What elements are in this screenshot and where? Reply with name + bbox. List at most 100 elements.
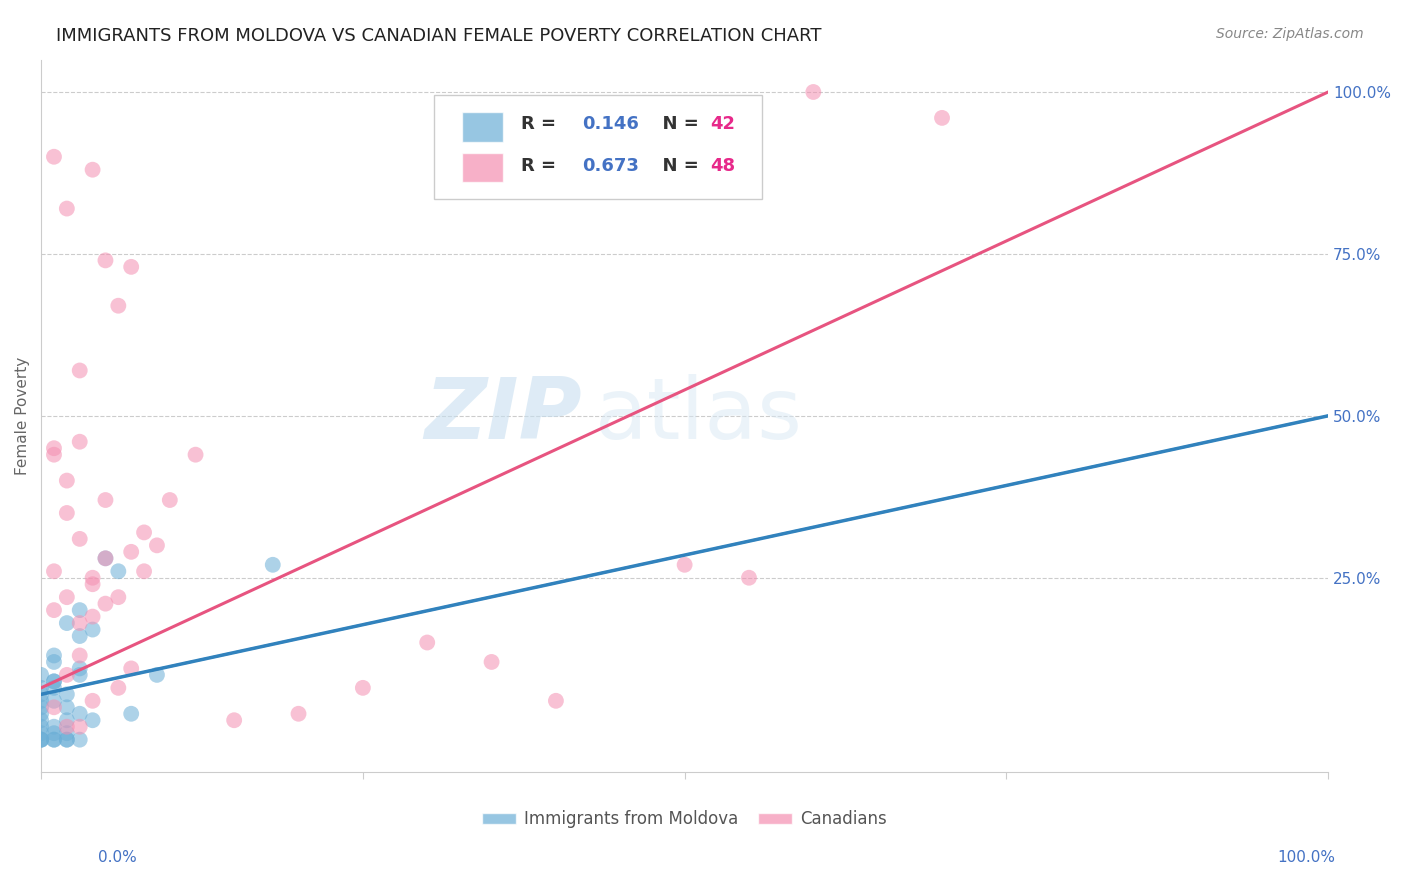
Point: [94, 551, 117, 566]
Point: [42, 441, 65, 455]
Point: [146, 538, 169, 552]
Text: N =: N =: [650, 115, 704, 133]
FancyBboxPatch shape: [463, 112, 503, 143]
Point: [544, 694, 567, 708]
Point: [56, 713, 79, 727]
Point: [42, 655, 65, 669]
Y-axis label: Female Poverty: Female Poverty: [15, 357, 30, 475]
Point: [42, 700, 65, 714]
Text: 48: 48: [710, 158, 735, 176]
Point: [673, 558, 696, 572]
Point: [42, 674, 65, 689]
Text: 42: 42: [710, 115, 735, 133]
Point: [42, 448, 65, 462]
Point: [69, 532, 91, 546]
Point: [56, 726, 79, 740]
Point: [30, 720, 52, 734]
Point: [146, 668, 169, 682]
Point: [30, 700, 52, 714]
Point: [738, 571, 761, 585]
Point: [69, 732, 91, 747]
Text: 0.146: 0.146: [582, 115, 638, 133]
Point: [42, 732, 65, 747]
Point: [82, 577, 104, 591]
Point: [120, 706, 142, 721]
Point: [224, 713, 246, 727]
Point: [69, 434, 91, 449]
Point: [42, 150, 65, 164]
Point: [30, 732, 52, 747]
Point: [416, 635, 439, 649]
Point: [56, 700, 79, 714]
Point: [262, 558, 284, 572]
Point: [30, 732, 52, 747]
Point: [56, 720, 79, 734]
Point: [56, 732, 79, 747]
Text: 100.0%: 100.0%: [1278, 850, 1336, 865]
Point: [30, 694, 52, 708]
Point: [120, 260, 142, 274]
Point: [82, 694, 104, 708]
Text: ZIP: ZIP: [425, 375, 582, 458]
Point: [159, 493, 181, 508]
Point: [132, 525, 155, 540]
FancyBboxPatch shape: [463, 153, 503, 183]
Point: [69, 616, 91, 631]
Text: Source: ZipAtlas.com: Source: ZipAtlas.com: [1216, 27, 1364, 41]
Point: [56, 506, 79, 520]
Point: [107, 681, 129, 695]
Point: [69, 629, 91, 643]
Point: [82, 713, 104, 727]
Point: [287, 706, 309, 721]
Point: [42, 720, 65, 734]
Point: [69, 706, 91, 721]
Point: [132, 564, 155, 578]
Point: [94, 597, 117, 611]
Text: 0.0%: 0.0%: [98, 850, 138, 865]
Point: [42, 732, 65, 747]
Point: [481, 655, 503, 669]
Point: [56, 474, 79, 488]
Point: [30, 681, 52, 695]
Point: [42, 564, 65, 578]
Point: [184, 448, 207, 462]
Legend: Immigrants from Moldova, Canadians: Immigrants from Moldova, Canadians: [475, 804, 893, 835]
Point: [82, 162, 104, 177]
Point: [30, 668, 52, 682]
Point: [56, 590, 79, 604]
Point: [56, 668, 79, 682]
Point: [801, 85, 824, 99]
Point: [69, 720, 91, 734]
Text: atlas: atlas: [595, 375, 803, 458]
Point: [82, 623, 104, 637]
Text: N =: N =: [650, 158, 704, 176]
Point: [69, 603, 91, 617]
Point: [30, 706, 52, 721]
Point: [69, 648, 91, 663]
Text: R =: R =: [522, 115, 562, 133]
Point: [42, 694, 65, 708]
Point: [56, 687, 79, 701]
Point: [94, 493, 117, 508]
Point: [30, 732, 52, 747]
Point: [107, 590, 129, 604]
Point: [82, 571, 104, 585]
Point: [120, 545, 142, 559]
Point: [56, 732, 79, 747]
Point: [94, 551, 117, 566]
Point: [42, 603, 65, 617]
Point: [69, 661, 91, 675]
Point: [42, 681, 65, 695]
Point: [69, 363, 91, 377]
Point: [42, 726, 65, 740]
Point: [30, 726, 52, 740]
Text: 0.673: 0.673: [582, 158, 638, 176]
Point: [107, 299, 129, 313]
Point: [56, 616, 79, 631]
Point: [69, 668, 91, 682]
Point: [120, 661, 142, 675]
Point: [94, 253, 117, 268]
FancyBboxPatch shape: [433, 95, 762, 199]
Point: [107, 564, 129, 578]
Text: IMMIGRANTS FROM MOLDOVA VS CANADIAN FEMALE POVERTY CORRELATION CHART: IMMIGRANTS FROM MOLDOVA VS CANADIAN FEMA…: [56, 27, 821, 45]
